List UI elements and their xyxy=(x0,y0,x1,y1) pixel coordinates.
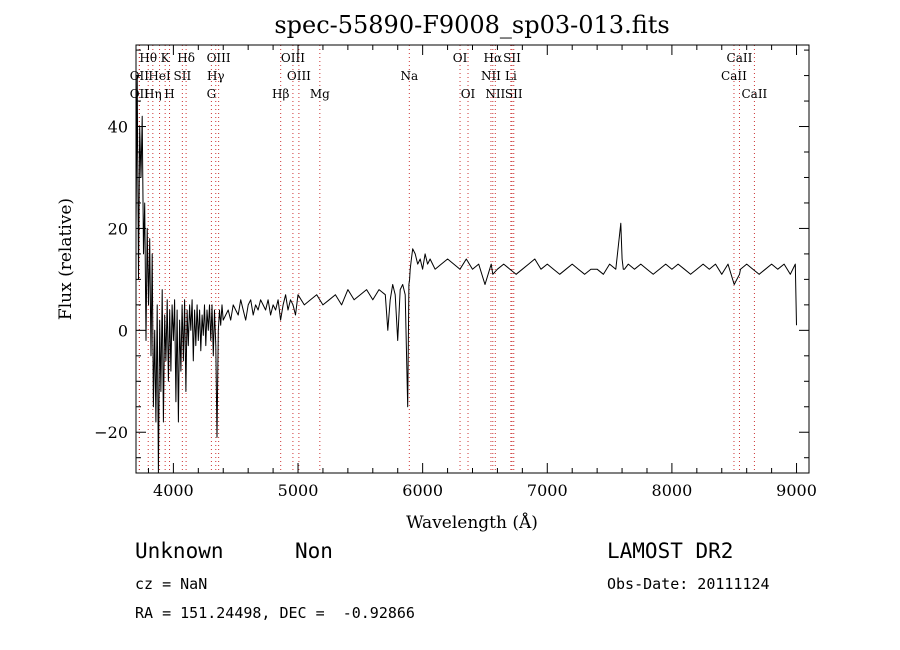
line-label-5: OI xyxy=(453,51,468,65)
x-tick-label-2: 6000 xyxy=(402,481,443,500)
observation-date: Obs-Date: 20111124 xyxy=(607,575,770,593)
plot-frame xyxy=(135,44,810,474)
x-axis-label: Wavelength (Å) xyxy=(406,512,538,533)
coordinates: RA = 151.24498, DEC = -0.92866 xyxy=(135,604,415,622)
line-label-8: CaII xyxy=(727,51,753,65)
redshift-value: cz = NaN xyxy=(135,575,208,593)
line-label-19: Hη xyxy=(144,87,162,101)
line-label-23: Mg xyxy=(310,87,330,101)
line-label-3: OIII xyxy=(207,51,231,65)
tick-layer: 4000 5000 6000 7000 8000 9000 −20 0 20 40 xyxy=(94,45,817,500)
line-label-13: OIII xyxy=(287,69,311,83)
line-label-10: HeI xyxy=(148,69,171,83)
line-label-2: Hδ xyxy=(177,51,195,65)
x-tick-label-5: 9000 xyxy=(776,481,817,500)
line-label-24: OI xyxy=(461,87,476,101)
line-label-4: OIII xyxy=(281,51,305,65)
spectral-subclass: Non xyxy=(295,539,333,563)
line-label-18: OII xyxy=(130,87,150,101)
x-tick-label-3: 7000 xyxy=(527,481,568,500)
spectrum-line-0 xyxy=(135,75,797,474)
y-tick-label-0: −20 xyxy=(94,423,128,442)
line-marker-layer xyxy=(138,45,755,473)
line-label-17: CaII xyxy=(721,69,747,83)
line-label-0: Hθ xyxy=(139,51,157,65)
survey-name: LAMOST DR2 xyxy=(607,539,734,563)
x-tick-label-1: 5000 xyxy=(278,481,319,500)
line-label-25: NII xyxy=(485,87,505,101)
line-label-12: Hγ xyxy=(207,69,225,83)
line-label-15: NII xyxy=(481,69,501,83)
line-label-21: G xyxy=(207,87,217,101)
x-tick-label-4: 8000 xyxy=(652,481,693,500)
y-tick-label-3: 40 xyxy=(108,118,128,137)
spectral-class: Unknown xyxy=(135,539,224,563)
line-label-6: Hα xyxy=(484,51,503,65)
y-axis-label: Flux (relative) xyxy=(56,198,76,320)
line-label-27: CaII xyxy=(741,87,767,101)
line-label-11: SII xyxy=(174,69,192,83)
x-tick-label-0: 4000 xyxy=(153,481,194,500)
line-label-20: H xyxy=(164,87,174,101)
y-tick-label-1: 0 xyxy=(118,321,128,340)
chart-title: spec-55890-F9008_sp03-013.fits xyxy=(274,11,669,39)
spectrum-chart: spec-55890-F9008_sp03-013.fits Hθ K Hδ OIII… xyxy=(56,11,817,533)
y-tick-label-2: 20 xyxy=(108,219,128,238)
line-label-1: K xyxy=(161,51,171,65)
line-label-16: Li xyxy=(505,69,517,83)
line-label-7: SII xyxy=(503,51,521,65)
line-label-14: Na xyxy=(400,69,418,83)
line-label-26: SII xyxy=(505,87,523,101)
data-layer xyxy=(135,75,797,474)
line-label-22: Hβ xyxy=(272,87,289,101)
